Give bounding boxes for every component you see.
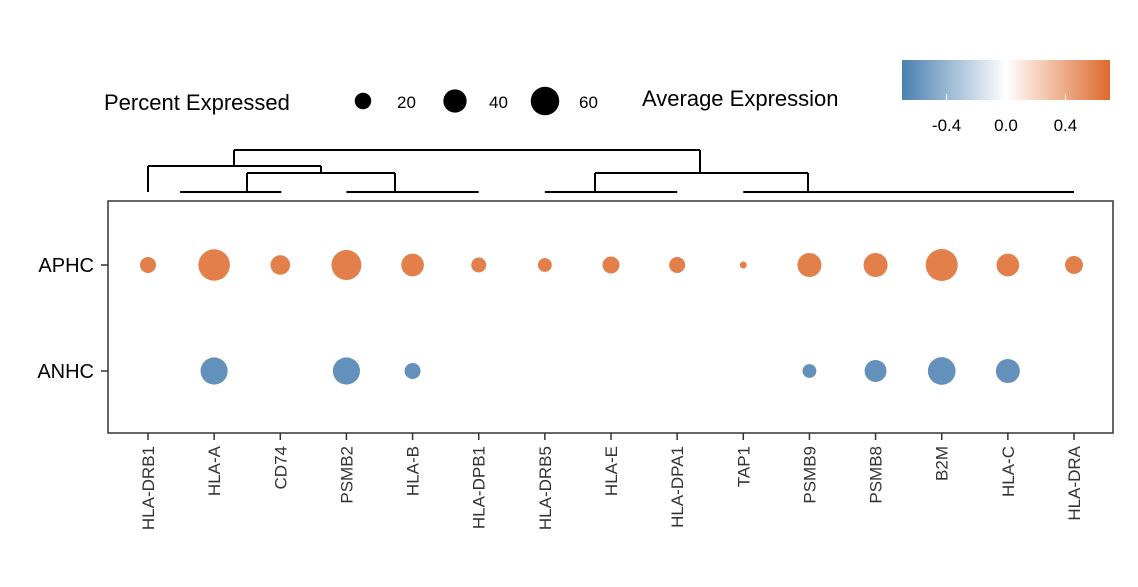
dot [925,248,958,282]
dot [802,364,817,378]
dot [537,258,552,272]
dot [863,252,888,278]
x-tick-label: HLA-DRB1 [139,446,158,530]
size-legend-title: Percent Expressed [104,90,290,115]
dot [797,252,822,278]
dot [401,253,424,277]
dot [471,257,487,273]
x-tick-label: PSMB8 [867,446,886,504]
x-tick-label: PSMB9 [800,446,819,504]
plot-panel [107,200,1114,434]
size-legend-dot [530,86,560,116]
dot [927,357,956,385]
dot [739,261,747,269]
dot [995,358,1020,384]
x-tick-label: B2M [933,446,952,481]
x-tick-label: HLA-B [404,446,423,496]
size-legend-dot [443,89,467,113]
dot [1065,256,1083,274]
x-tick-label: TAP1 [734,446,753,487]
size-legend-label: 20 [397,93,416,112]
x-tick-label: HLA-A [205,445,224,496]
dot [996,253,1020,277]
dot [332,357,360,385]
y-tick-label: APHC [38,255,94,277]
y-tick-label: ANHC [37,361,94,383]
color-legend-tick-label: 0.4 [1054,116,1078,135]
x-tick-label: HLA-DPB1 [470,446,489,529]
dots-layer [140,248,1083,385]
x-tick-label: HLA-DRA [1065,445,1084,520]
dot [404,363,421,379]
dot [200,357,228,385]
x-tick-label: HLA-DRB5 [536,446,555,530]
dot [864,360,887,382]
size-legend-dot [354,92,372,110]
color-legend-gradient-bar [902,60,1110,100]
x-tick-label: HLA-E [602,446,621,496]
size-legend-label: 40 [489,93,508,112]
x-tick-label: CD74 [271,446,290,489]
dot [270,255,291,275]
color-legend-tick-label: 0.0 [994,116,1018,135]
dendrogram [147,149,1074,193]
color-legend-title: Average Expression [642,86,839,111]
dot [140,257,156,273]
dot [198,249,230,281]
y-axis: APHC ANHC [37,255,108,383]
x-tick-label: PSMB2 [337,446,356,504]
x-tick-label: HLA-DPA1 [668,446,687,528]
x-tick-label: HLA-C [999,446,1018,497]
dot [331,250,362,280]
x-axis: HLA-DRB1 HLA-A CD74 PSMB2 HLA-B HLA-DPB1 HLA-D… [139,433,1084,530]
dot [602,256,620,274]
color-legend-tick-label: -0.4 [932,116,961,135]
size-legend: Percent Expressed 20 40 60 [104,86,598,116]
size-legend-label: 60 [579,93,598,112]
dot [669,257,686,273]
color-legend: Average Expression -0.4 0.0 0.4 [642,60,1110,135]
